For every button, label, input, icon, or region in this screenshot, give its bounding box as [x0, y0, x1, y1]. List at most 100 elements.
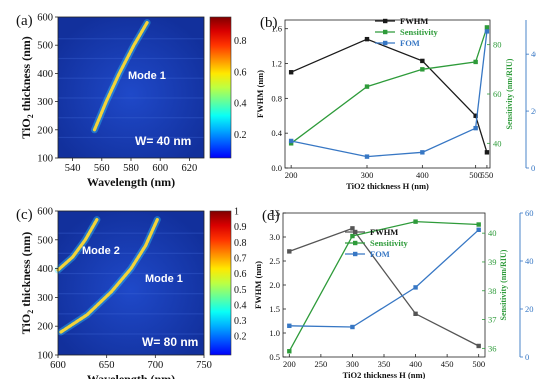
data-point-fwhm: [364, 36, 370, 42]
heatmap-stripe: [58, 97, 204, 99]
heatmap-panel-c: 600 650 700 750 100 200 300 400 500 600 Wavelength…: [16, 207, 247, 379]
data-point-fwhm: [413, 311, 418, 316]
data-point-fom: [350, 324, 355, 330]
legend-marker: [383, 18, 388, 24]
right-y-tick-label: 20: [525, 304, 534, 314]
x-tick-label: 250: [315, 359, 328, 369]
x-axis-label: Wavelength (nm): [87, 372, 175, 379]
data-point-fom: [288, 138, 294, 144]
mode-label: Mode 2: [82, 245, 120, 257]
x-tick-label: 650: [99, 360, 115, 371]
heatmap-stripe: [58, 272, 204, 275]
x-tick-label: 200: [285, 170, 298, 180]
mode-label: Mode 1: [145, 273, 183, 285]
heatmap-stripe: [58, 252, 204, 254]
mid-y-tick-label: 39: [488, 257, 497, 267]
colorbar-tick-label: 1: [234, 207, 239, 218]
x-tick-label: 540: [65, 163, 81, 174]
plot-frame: [57, 210, 205, 356]
mid-y-axis-label: Sensitivity (nm/RIU): [499, 249, 508, 320]
y-axis-label-sub: 2: [26, 114, 35, 118]
y-tick-label: 100: [37, 351, 53, 362]
data-point-sensitivity: [364, 84, 370, 89]
data-point-fom: [476, 227, 481, 232]
right-y-tick-label: 60: [525, 208, 534, 218]
x-tick-label: 200: [283, 359, 296, 369]
x-tick-label: 300: [346, 359, 359, 369]
y-tick-label: 400: [37, 264, 53, 275]
right-y-tick-label: 40: [525, 256, 534, 266]
data-point-sensitivity: [288, 141, 294, 146]
mid-y-tick-label: 40: [493, 138, 502, 148]
right-y-tick-label: 200: [531, 106, 536, 116]
mid-y-axis-label: Sensitivity (nm/RIU): [505, 58, 514, 129]
y-axis-label-main: TiO: [19, 314, 33, 334]
data-point-fom: [413, 285, 418, 290]
left-y-axis-label: FWHM (nm): [253, 261, 263, 309]
y-axis-label-main: TiO: [19, 118, 33, 138]
colorbar: [209, 16, 232, 159]
mode-curve: [92, 21, 149, 132]
x-tick-label: 750: [196, 360, 212, 371]
mid-y-tick-label: 60: [493, 89, 502, 99]
width-label: W= 40 nm: [135, 134, 191, 148]
mid-y-tick-label: 40: [488, 228, 497, 238]
y-axis-label-tail: thickness (nm): [19, 232, 33, 310]
data-point-fwhm: [484, 150, 490, 155]
series-line-sensitivity: [288, 220, 479, 352]
legend-marker: [353, 251, 358, 257]
mid-y-tick-label: 36: [488, 343, 497, 353]
y-tick-label: 400: [37, 69, 53, 80]
heatmap-stripe: [58, 77, 204, 79]
data-point-fom: [484, 29, 490, 34]
heatmap-stripe: [58, 313, 204, 315]
data-point-sensitivity: [420, 67, 425, 72]
legend-label: Sensitivity: [370, 238, 409, 248]
x-tick-label: 500: [469, 170, 482, 180]
heatmap-background: [58, 211, 204, 355]
legend-label: FWHM: [370, 227, 398, 237]
mid-y-tick-label: 37: [488, 315, 497, 325]
colorbar-tick-label: 0.7: [234, 253, 247, 264]
mid-y-tick-label: 38: [488, 286, 497, 296]
y-tick-label: 600: [37, 13, 53, 24]
heatmap-panel-a: 540 560 580 600 620100200300400500600Wavelen…: [16, 13, 247, 190]
legend-label: FOM: [400, 38, 420, 48]
y-tick-label: 600: [37, 207, 53, 218]
x-tick-label: 550: [481, 170, 494, 180]
colorbar-tick-label: 0.2: [234, 332, 247, 343]
colorbar-tick-label: 0.8: [234, 36, 247, 47]
x-axis-label: TiO2 thickness H (nm): [343, 370, 426, 379]
left-y-tick-label: 0.8: [271, 93, 282, 103]
y-axis-label-sub: 2: [26, 310, 35, 314]
x-tick-label: 620: [182, 163, 198, 174]
panel-tag: (c): [16, 207, 33, 223]
width-label: W= 80 nm: [142, 335, 198, 349]
data-point-sensitivity: [413, 219, 418, 224]
colorbar-tick-label: 0.2: [234, 130, 247, 141]
right-y-tick-label: 400: [531, 49, 536, 59]
data-point-fwhm: [350, 226, 355, 231]
heatmap-stripe: [58, 117, 204, 119]
series-line-fom: [289, 229, 480, 328]
x-axis-label: Wavelength (nm): [87, 175, 175, 189]
x-tick-label: 580: [123, 163, 139, 174]
mode-curve: [59, 218, 159, 334]
data-point-fom: [473, 125, 478, 131]
left-y-tick-label: 1.6: [271, 24, 282, 34]
series-line-fwhm: [289, 227, 479, 347]
data-point-sensitivity: [473, 59, 478, 65]
data-point-fwhm: [288, 70, 294, 75]
colorbar-tick-label: 0.6: [234, 269, 247, 280]
data-point-fom: [420, 150, 425, 155]
y-tick-label: 300: [37, 97, 53, 108]
y-axis-label: TiO2 thickness (nm): [19, 36, 35, 138]
x-tick-label: 400: [416, 170, 429, 180]
left-y-tick-label: 2.0: [269, 280, 280, 290]
x-tick-label: 400: [409, 359, 422, 369]
left-y-tick-label: 1.0: [269, 328, 280, 338]
left-y-tick-label: 3.5: [269, 208, 280, 218]
data-point-sensitivity: [484, 25, 490, 30]
y-tick-label: 300: [37, 293, 53, 304]
